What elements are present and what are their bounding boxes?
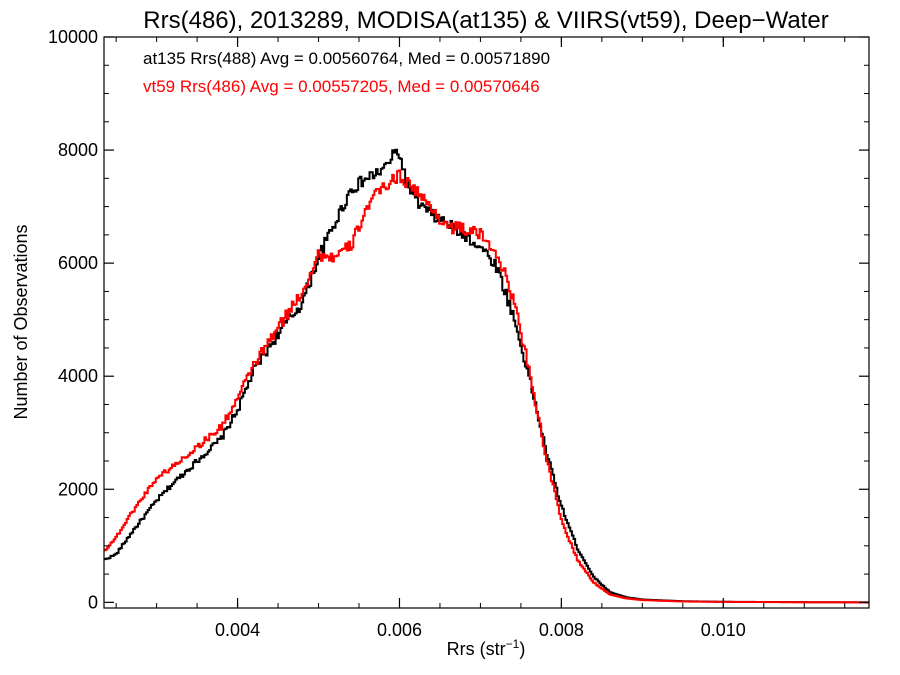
x-tick-label: 0.006 (377, 620, 422, 640)
x-tick-label: 0.004 (215, 620, 260, 640)
ticks-layer: 0.004 0.006 0.008 0.010 0 2000 4000 6000 8000 100… (48, 27, 869, 640)
x-axis-label: Rrs (str−1) (447, 637, 526, 659)
annotation-modisa-stats: at135 Rrs(488) Avg = 0.00560764, Med = 0… (143, 49, 550, 68)
series-layer (104, 148, 870, 604)
x-axis-label-superscript: −1 (506, 637, 520, 651)
annotation-viirs-stats: vt59 Rrs(486) Avg = 0.00557205, Med = 0.… (143, 77, 540, 96)
histogram-series-1 (104, 169, 870, 604)
x-tick-label: 0.008 (539, 620, 584, 640)
y-axis-label: Number of Observations (11, 224, 31, 419)
chart-title: Rrs(486), 2013289, MODISA(at135) & VIIRS… (143, 7, 828, 34)
x-axis-label-end: ) (519, 639, 525, 659)
x-axis-label-main: Rrs (str (447, 639, 506, 659)
y-tick-label: 2000 (58, 479, 98, 499)
histogram-series-0 (104, 148, 870, 604)
x-tick-label: 0.010 (701, 620, 746, 640)
y-tick-label: 8000 (58, 140, 98, 160)
y-tick-label: 10000 (48, 27, 98, 47)
y-tick-label: 6000 (58, 253, 98, 273)
y-tick-label: 0 (88, 592, 98, 612)
plot-frame (103, 36, 870, 609)
y-tick-label: 4000 (58, 366, 98, 386)
